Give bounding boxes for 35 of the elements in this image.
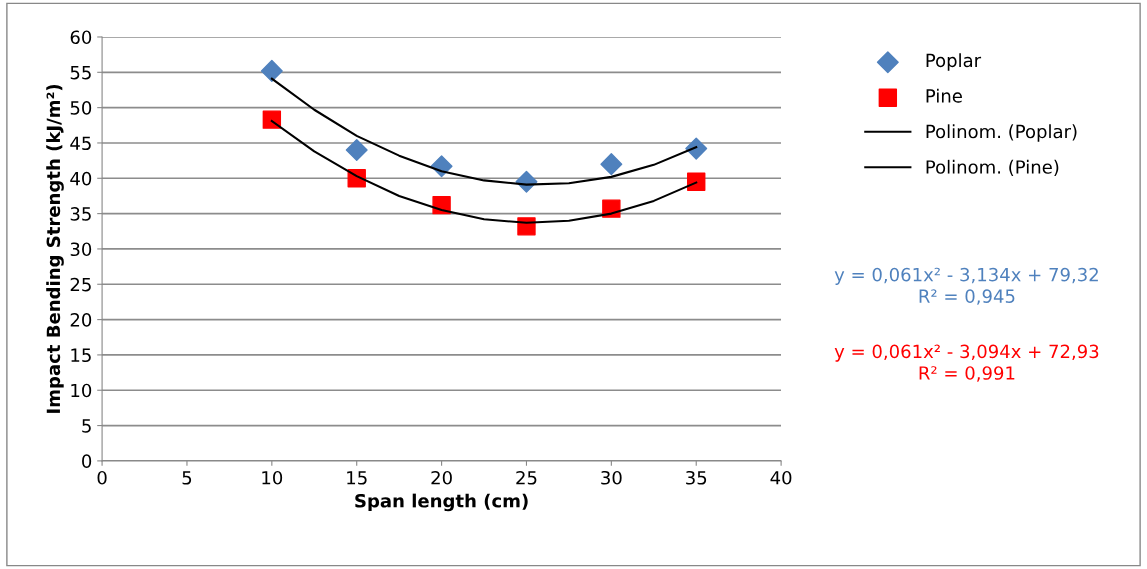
y-tick-label: 0	[82, 454, 92, 469]
legend-label: Polinom. (Poplar)	[926, 124, 1077, 142]
x-tick-label: 35	[686, 470, 707, 485]
legend-label: Polinom. (Pine)	[926, 159, 1059, 176]
point	[600, 153, 623, 176]
x-tick-label: 0	[97, 470, 107, 485]
text: y = 0,061x² - 3,094x + 72,93 R² = 0,991	[834, 344, 1099, 382]
x-axis-title: Span length (cm)	[355, 493, 528, 512]
text: y = 0,061x² - 3,134x + 79,32 R² = 0,945	[834, 267, 1098, 305]
y-tick-label: 45	[70, 136, 91, 151]
x-tick-label: 25	[516, 470, 537, 485]
y-tick-label: 20	[70, 313, 92, 327]
legend-label: Pine	[926, 88, 962, 103]
y-tick-label: 15	[71, 348, 91, 363]
x-tick-label: 15	[347, 471, 367, 485]
x-tick-label: 10	[262, 470, 283, 485]
y-tick-label: 25	[70, 277, 91, 292]
point	[260, 59, 283, 82]
y-tick-label: 50	[70, 101, 92, 115]
x-tick-label: 30	[601, 470, 622, 485]
y-tick-label: 5	[82, 419, 91, 433]
legend-label: Poplar	[926, 53, 982, 71]
point	[345, 139, 368, 162]
y-tick-label: 60	[70, 30, 92, 45]
point	[262, 110, 282, 129]
y-tick-label: 40	[70, 171, 92, 186]
x-tick-label: 40	[770, 470, 792, 485]
x-tick-label: 20	[431, 470, 452, 485]
y-tick-label: 55	[70, 66, 91, 80]
y-tick-label: 35	[70, 207, 91, 221]
y-tick-label: 30	[70, 242, 92, 257]
x-tick-label: 5	[182, 471, 192, 485]
point	[685, 137, 708, 160]
y-tick-label: 10	[71, 383, 92, 398]
y-axis-title: Impact Bending Strength (kJ/m²)	[46, 84, 64, 413]
